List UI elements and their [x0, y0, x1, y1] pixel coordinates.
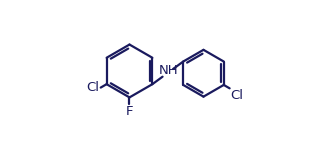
- Text: F: F: [126, 105, 133, 118]
- Text: NH: NH: [159, 64, 178, 77]
- Text: Cl: Cl: [230, 89, 243, 102]
- Text: Cl: Cl: [86, 81, 99, 94]
